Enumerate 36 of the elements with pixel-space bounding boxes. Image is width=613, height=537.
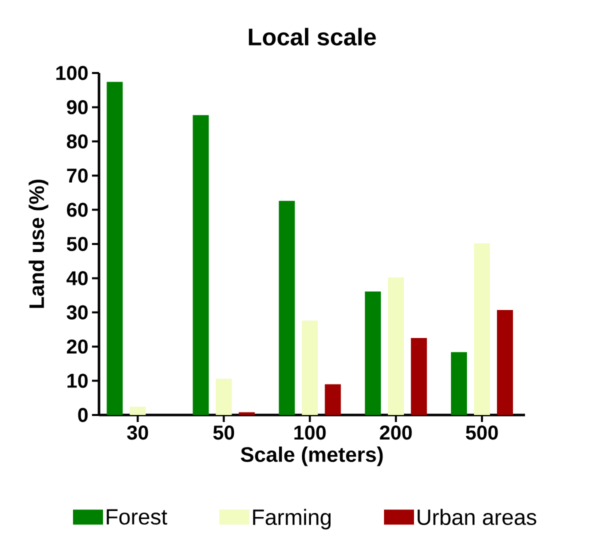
y-tick-label: 70 [67, 168, 88, 183]
y-tick-label: 50 [66, 236, 88, 252]
y-tick-label: 10 [68, 374, 88, 388]
y-tick-label: 20 [66, 340, 88, 354]
y-tick-label: 100 [56, 66, 88, 80]
bar [364, 292, 381, 415]
bar [278, 200, 295, 415]
y-tick-label: 60 [66, 202, 88, 217]
y-tick-label: 40 [66, 271, 88, 286]
bar [410, 338, 427, 415]
legend-label: Forest [106, 509, 168, 525]
x-tick-label: 50 [213, 426, 234, 440]
y-tick-label: 90 [66, 100, 88, 114]
y-tick-label: 30 [66, 305, 88, 320]
bar [302, 320, 318, 415]
bar [192, 115, 209, 415]
bar [238, 412, 255, 415]
bar [474, 243, 490, 415]
x-axis-title: Scale (meters) [240, 446, 383, 466]
x-tick-label: 30 [127, 426, 148, 440]
bar [216, 378, 232, 415]
bar [388, 278, 404, 415]
x-tick-label: 200 [380, 426, 412, 440]
bar [324, 384, 341, 415]
y-tick-label: 80 [66, 134, 88, 148]
x-tick-label: 100 [294, 426, 326, 440]
bar [130, 406, 146, 415]
chart-title: Local scale [248, 28, 376, 46]
bar [496, 310, 513, 415]
legend-label: Urban areas [418, 508, 536, 526]
bar [106, 82, 123, 415]
y-axis-title: Land use (%) [28, 180, 48, 308]
bar [450, 352, 467, 415]
y-tick-label: 0 [78, 408, 88, 422]
legend-label: Farming [253, 508, 331, 530]
x-tick-label: 500 [466, 426, 498, 440]
